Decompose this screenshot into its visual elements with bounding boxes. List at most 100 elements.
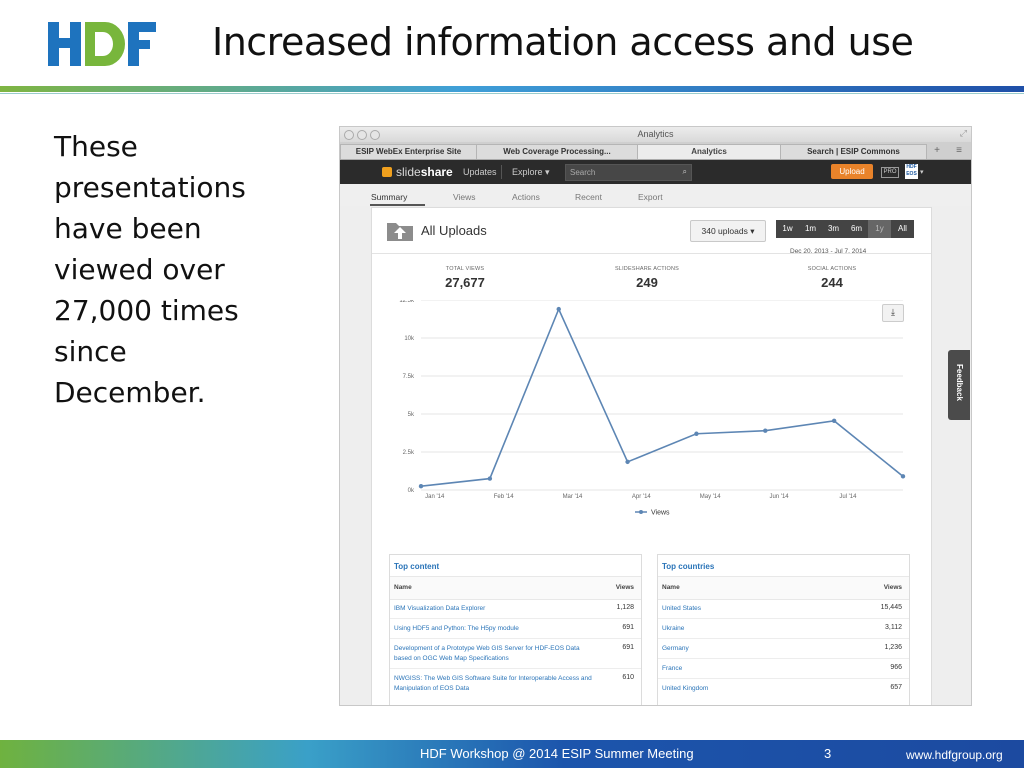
views-value: 1,128 — [616, 604, 634, 611]
upload-button[interactable]: Upload — [831, 164, 873, 179]
footer-url[interactable]: www.hdfgroup.org — [906, 748, 1003, 762]
date-range: Dec 20, 2013 - Jul 7, 2014 — [790, 248, 867, 255]
country-link[interactable]: Ukraine — [662, 625, 685, 632]
legend-marker — [639, 510, 643, 514]
footer-event: HDF Workshop @ 2014 ESIP Summer Meeting — [420, 746, 694, 761]
range-3m-button[interactable]: 3m — [822, 220, 845, 238]
y-tick-label: 10k — [404, 336, 415, 342]
table-row: Ukraine 3,112 — [658, 619, 909, 639]
stat-total-views: TOTAL VIEWS 27,677 — [390, 266, 540, 290]
x-tick-label: Apr '14 — [632, 494, 651, 500]
country-link[interactable]: United States — [662, 605, 702, 612]
avatar[interactable]: HDF EOS — [905, 164, 918, 179]
updates-link[interactable]: Updates — [463, 167, 497, 177]
column-views: Views — [883, 584, 902, 591]
download-icon[interactable]: ⤓ — [882, 304, 904, 322]
data-point — [763, 428, 768, 433]
plus-icon[interactable]: + — [934, 145, 940, 156]
column-views: Views — [615, 584, 634, 591]
tab-bar: ESIP WebEx Enterprise Site Web Coverage … — [340, 142, 971, 160]
tab-analytics[interactable]: Analytics — [637, 144, 781, 159]
zoom-window-button[interactable] — [370, 130, 380, 140]
slideshare-logo[interactable]: slideshare — [396, 165, 453, 179]
top-countries-table: Top countries Name Views United States 1… — [657, 554, 910, 705]
table-header: Name Views — [658, 576, 909, 600]
subnav-actions[interactable]: Actions — [512, 192, 540, 202]
tab-esip-commons[interactable]: Search | ESIP Commons — [780, 144, 927, 159]
range-6m-button[interactable]: 6m — [845, 220, 868, 238]
table-row: United States 15,445 — [658, 599, 909, 619]
subnav-recent[interactable]: Recent — [575, 192, 602, 202]
content-link[interactable]: Development of a Prototype Web GIS Serve… — [394, 645, 580, 662]
tab-esip-webex[interactable]: ESIP WebEx Enterprise Site — [340, 144, 477, 159]
search-input[interactable] — [570, 166, 670, 178]
nav-divider — [501, 165, 502, 179]
views-value: 966 — [890, 664, 902, 671]
views-series-line — [420, 307, 904, 487]
slideshare-logo-icon — [382, 167, 392, 177]
search-box: ⌕ — [565, 164, 692, 181]
pro-badge[interactable]: PRO — [881, 167, 899, 178]
table-row: United Kingdom 657 — [658, 679, 909, 698]
content-link[interactable]: IBM Visualization Data Explorer — [394, 605, 486, 612]
legend-label: Views — [651, 510, 670, 517]
content-link[interactable]: NWGISS: The Web GIS Software Suite for I… — [394, 675, 592, 692]
feedback-tab[interactable]: Feedback — [948, 350, 970, 420]
range-1w-button[interactable]: 1w — [776, 220, 799, 238]
country-link[interactable]: France — [662, 665, 683, 672]
x-tick-label: Jul '14 — [839, 494, 857, 500]
panel-divider — [372, 253, 931, 254]
content-link[interactable]: Using HDF5 and Python: The H5py module — [394, 625, 519, 632]
y-tick-label: 2.5k — [403, 450, 415, 456]
window-titlebar: Analytics ⤢ — [340, 127, 971, 142]
subnav-views[interactable]: Views — [453, 192, 476, 202]
close-window-button[interactable] — [344, 130, 354, 140]
list-icon[interactable]: ≡ — [956, 145, 962, 156]
title-rule — [0, 86, 1024, 92]
range-1y-button[interactable]: 1y — [868, 220, 891, 238]
table-row: IBM Visualization Data Explorer 1,128 — [390, 599, 641, 619]
table-row: Using HDF5 and Python: The H5py module 6… — [390, 619, 641, 639]
top-content-table: Top content Name Views IBM Visualization… — [389, 554, 642, 705]
explore-menu[interactable]: Explore ▾ — [512, 167, 550, 177]
chevron-down-icon[interactable]: ▾ — [920, 169, 924, 176]
y-tick-label: 0k — [408, 488, 415, 494]
stat-value: 244 — [821, 275, 843, 290]
y-tick-label: 7.5k — [403, 374, 415, 380]
country-link[interactable]: United Kingdom — [662, 685, 709, 692]
stat-slideshare-actions: SLIDESHARE ACTIONS 249 — [572, 266, 722, 290]
fullscreen-icon[interactable]: ⤢ — [959, 128, 967, 138]
minimize-window-button[interactable] — [357, 130, 367, 140]
feedback-label: Feedback — [955, 364, 964, 401]
table-title: Top content — [394, 562, 440, 571]
hdf-logo — [48, 22, 156, 66]
views-value: 1,236 — [884, 644, 902, 651]
stat-label: TOTAL VIEWS — [445, 266, 485, 272]
data-point — [900, 474, 906, 479]
x-tick-label: May '14 — [700, 494, 721, 500]
slide-title: Increased information access and use — [212, 20, 914, 64]
analytics-subnav: Summary Views Actions Recent Export — [340, 184, 971, 206]
active-tab-indicator — [370, 204, 425, 206]
uploads-dropdown[interactable]: 340 uploads ▾ — [690, 220, 766, 242]
table-row: Development of a Prototype Web GIS Serve… — [390, 639, 641, 669]
slide-body-text: These presentations have been viewed ove… — [54, 130, 246, 409]
x-tick-label: Feb '14 — [494, 494, 514, 500]
title-rule-thin — [0, 93, 1024, 94]
country-link[interactable]: Germany — [662, 645, 689, 652]
stat-label: SLIDESHARE ACTIONS — [614, 266, 680, 272]
tab-web-coverage[interactable]: Web Coverage Processing... — [476, 144, 638, 159]
browser-screenshot: Analytics ⤢ ESIP WebEx Enterprise Site W… — [339, 126, 972, 706]
x-tick-label: Jun '14 — [769, 494, 789, 500]
window-title: Analytics — [637, 129, 674, 139]
slide-footer: HDF Workshop @ 2014 ESIP Summer Meeting … — [0, 740, 1024, 768]
x-tick-label: Jan '14 — [425, 494, 445, 500]
subnav-export[interactable]: Export — [638, 192, 663, 202]
subnav-summary[interactable]: Summary — [371, 192, 408, 202]
range-1m-button[interactable]: 1m — [799, 220, 822, 238]
folder-upload-icon — [387, 223, 413, 241]
range-all-button[interactable]: All — [891, 220, 914, 238]
views-value: 657 — [890, 684, 902, 691]
stat-label: SOCIAL ACTIONS — [807, 266, 857, 272]
search-icon[interactable]: ⌕ — [682, 167, 687, 176]
